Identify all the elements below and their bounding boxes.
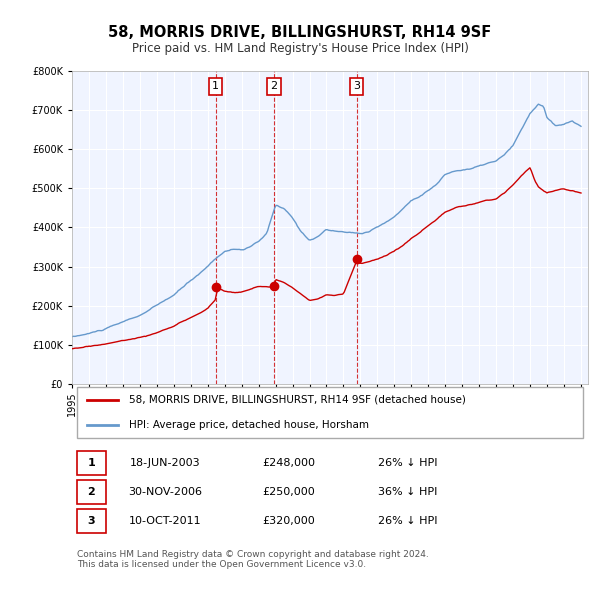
Text: 10-OCT-2011: 10-OCT-2011 xyxy=(128,516,201,526)
FancyBboxPatch shape xyxy=(77,387,583,438)
Text: Contains HM Land Registry data © Crown copyright and database right 2024.
This d: Contains HM Land Registry data © Crown c… xyxy=(77,550,429,569)
Text: £250,000: £250,000 xyxy=(262,487,315,497)
Text: 3: 3 xyxy=(87,516,95,526)
Text: 2: 2 xyxy=(87,487,95,497)
Text: 3: 3 xyxy=(353,81,360,91)
Text: 58, MORRIS DRIVE, BILLINGSHURST, RH14 9SF: 58, MORRIS DRIVE, BILLINGSHURST, RH14 9S… xyxy=(109,25,491,40)
Text: 1: 1 xyxy=(212,81,219,91)
Text: 58, MORRIS DRIVE, BILLINGSHURST, RH14 9SF (detached house): 58, MORRIS DRIVE, BILLINGSHURST, RH14 9S… xyxy=(129,395,466,405)
Text: 26% ↓ HPI: 26% ↓ HPI xyxy=(377,458,437,468)
Text: 18-JUN-2003: 18-JUN-2003 xyxy=(130,458,200,468)
FancyBboxPatch shape xyxy=(77,509,106,533)
FancyBboxPatch shape xyxy=(77,451,106,476)
Text: 1: 1 xyxy=(87,458,95,468)
Text: £320,000: £320,000 xyxy=(262,516,315,526)
Text: £248,000: £248,000 xyxy=(262,458,315,468)
Text: HPI: Average price, detached house, Horsham: HPI: Average price, detached house, Hors… xyxy=(129,419,369,430)
Text: 36% ↓ HPI: 36% ↓ HPI xyxy=(378,487,437,497)
FancyBboxPatch shape xyxy=(77,480,106,504)
Text: 26% ↓ HPI: 26% ↓ HPI xyxy=(377,516,437,526)
Text: 2: 2 xyxy=(271,81,278,91)
Text: Price paid vs. HM Land Registry's House Price Index (HPI): Price paid vs. HM Land Registry's House … xyxy=(131,42,469,55)
Text: 30-NOV-2006: 30-NOV-2006 xyxy=(128,487,202,497)
